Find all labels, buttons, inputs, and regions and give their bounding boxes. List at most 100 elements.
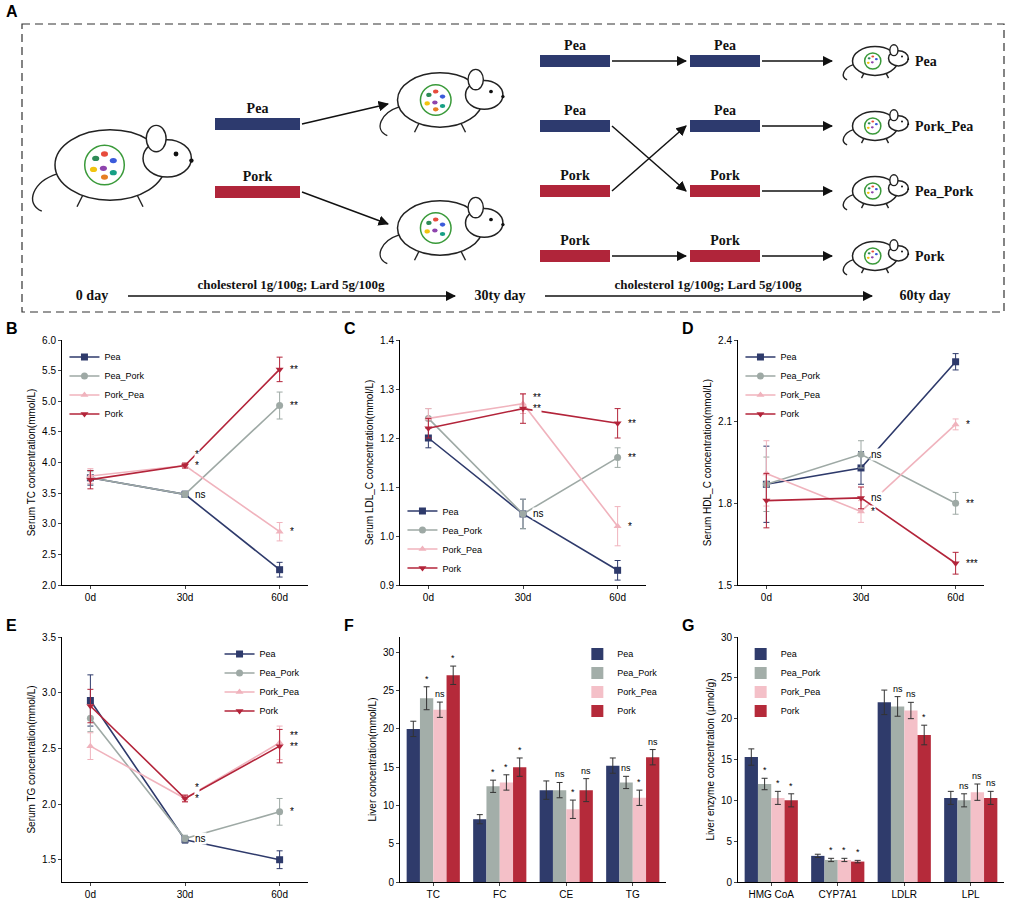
svg-text:*: * [829,845,833,855]
svg-text:Pork_Pea: Pork_Pea [617,687,657,697]
svg-text:ns: ns [972,771,982,781]
svg-text:1.3: 1.3 [380,384,394,395]
svg-text:ns: ns [555,769,565,779]
svg-text:1.4: 1.4 [380,335,394,346]
svg-text:Pork_Pea: Pork_Pea [442,545,482,555]
svg-text:5.0: 5.0 [42,396,56,407]
svg-text:2.0: 2.0 [42,799,56,810]
svg-text:*: * [195,793,199,804]
svg-text:4.5: 4.5 [42,426,56,437]
svg-text:cholesterol 1g/100g; Lard 5g/1: cholesterol 1g/100g; Lard 5g/100g [614,277,802,292]
svg-text:*: * [856,847,860,857]
svg-text:Pea_Pork: Pea_Pork [104,371,144,381]
svg-text:0 day: 0 day [76,288,108,303]
svg-text:2.0: 2.0 [42,580,56,591]
svg-text:ns: ns [195,489,206,500]
svg-text:ns: ns [871,449,882,460]
svg-text:*: * [195,782,199,793]
svg-text:3.0: 3.0 [42,518,56,529]
svg-text:30d: 30d [853,592,870,603]
svg-text:cholesterol 1g/100g; Lard 5g/1: cholesterol 1g/100g; Lard 5g/100g [197,277,385,292]
svg-text:Pork: Pork [710,168,740,183]
svg-text:Pork: Pork [780,409,799,419]
svg-text:2.4: 2.4 [718,335,732,346]
svg-text:ns: ns [621,763,631,773]
svg-text:Pea: Pea [260,649,276,659]
svg-text:LDLR: LDLR [891,889,917,900]
svg-text:1.2: 1.2 [380,433,394,444]
svg-text:10: 10 [383,800,395,811]
svg-text:5.5: 5.5 [42,365,56,376]
svg-text:60d: 60d [609,592,626,603]
svg-text:**: ** [628,452,636,463]
svg-text:*: * [290,806,294,817]
svg-text:Pork: Pork [104,409,123,419]
svg-text:CE: CE [559,889,573,900]
svg-text:Serum TC concentration(mmol/L): Serum TC concentration(mmol/L) [26,389,37,537]
svg-text:60d: 60d [271,889,288,900]
svg-text:5: 5 [726,836,732,847]
svg-text:ns: ns [435,689,445,699]
svg-text:Pea: Pea [104,352,120,362]
svg-text:Pea_Pork: Pea_Pork [781,668,821,678]
svg-text:Pork: Pork [915,249,945,264]
svg-text:Pea_Pork: Pea_Pork [915,184,974,199]
svg-text:10: 10 [721,795,733,806]
svg-text:Pork: Pork [617,706,636,716]
svg-text:*: * [504,762,508,772]
svg-text:*: * [628,521,632,532]
svg-text:*: * [637,777,641,787]
svg-text:Pea: Pea [915,54,937,69]
svg-text:0d: 0d [761,592,772,603]
svg-text:0: 0 [726,877,732,888]
svg-text:**: ** [290,364,298,375]
svg-text:**: ** [628,418,636,429]
svg-text:Serum TG concentration(mmol/L): Serum TG concentration(mmol/L) [26,685,37,833]
svg-text:*: * [776,778,780,788]
svg-text:1.8: 1.8 [718,498,732,509]
svg-text:Serum LDL_C concentration(mmol: Serum LDL_C concentration(mmol/L) [364,380,375,546]
svg-text:*: * [871,506,875,517]
svg-text:30: 30 [721,632,733,643]
svg-text:*: * [571,787,575,797]
svg-text:Pork: Pork [560,168,590,183]
svg-text:Pork: Pork [710,233,740,248]
svg-text:*: * [195,449,199,460]
svg-text:**: ** [290,400,298,411]
svg-text:4.0: 4.0 [42,457,56,468]
svg-text:Pork: Pork [243,169,273,184]
svg-text:ns: ns [195,833,206,844]
svg-text:Pea: Pea [617,649,633,659]
svg-text:1.5: 1.5 [718,580,732,591]
svg-text:30d: 30d [515,592,532,603]
svg-text:FC: FC [493,889,506,900]
svg-text:Pork_Pea: Pork_Pea [780,390,820,400]
svg-text:Pea_Pork: Pea_Pork [780,371,820,381]
svg-text:0: 0 [388,877,394,888]
svg-text:**: ** [290,730,298,741]
svg-text:ns: ns [533,508,544,519]
svg-text:Pork_Pea: Pork_Pea [104,390,144,400]
svg-text:LPL: LPL [962,889,980,900]
svg-text:Pea: Pea [780,352,796,362]
svg-text:Liver concentration(mmol/L): Liver concentration(mmol/L) [367,698,378,822]
svg-text:Pea_Pork: Pea_Pork [260,668,300,678]
svg-text:3.5: 3.5 [42,632,56,643]
svg-text:ns: ns [893,684,903,694]
svg-text:15: 15 [721,754,733,765]
svg-text:*: * [425,674,429,684]
svg-text:*: * [491,767,495,777]
svg-text:2.5: 2.5 [42,743,56,754]
svg-text:Pea: Pea [442,507,458,517]
svg-text:ns: ns [581,766,591,776]
svg-text:*: * [922,712,926,722]
svg-text:*: * [518,745,522,755]
svg-text:60d: 60d [947,592,964,603]
svg-text:2.5: 2.5 [42,549,56,560]
svg-text:Serum HDL_C concentration(mmol: Serum HDL_C concentration(mmol/L) [702,379,713,546]
svg-text:**: ** [533,392,541,403]
svg-text:Pea: Pea [781,649,797,659]
svg-text:2.1: 2.1 [718,416,732,427]
svg-text:*: * [842,845,846,855]
svg-text:*: * [451,653,455,663]
